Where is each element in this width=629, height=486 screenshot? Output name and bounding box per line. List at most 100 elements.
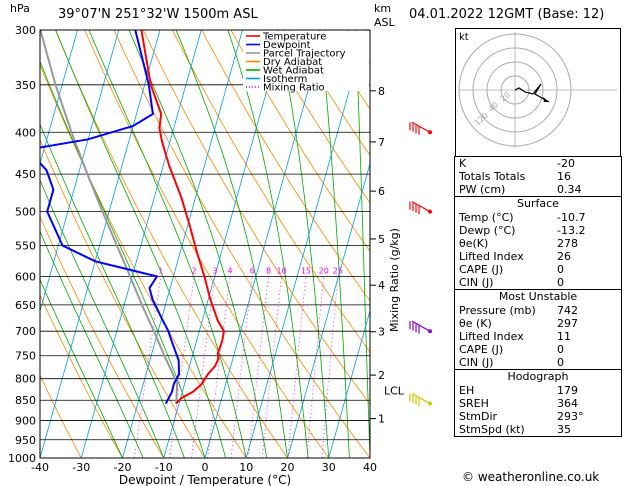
index-value: 0: [557, 263, 564, 276]
index-value: 0: [557, 276, 564, 289]
index-row: StmSpd (kt) 35: [455, 423, 621, 436]
index-value: 16: [557, 170, 571, 183]
isotherm-line: [80, 30, 202, 458]
pressure-tick-label: 300: [15, 24, 36, 37]
pressure-tick-label: 550: [15, 239, 36, 252]
temperature-tick-label: -30: [72, 461, 90, 474]
plot-frame: [39, 29, 371, 459]
legend-label: Temperature: [262, 32, 326, 43]
mixing-ratio-line: [207, 276, 231, 458]
km-unit-label: km: [374, 2, 392, 15]
temperature-tick-label: -40: [31, 461, 49, 474]
wind-barb: [409, 320, 432, 334]
km-tick-label: 5: [378, 233, 385, 246]
hpa-unit-label: hPa: [10, 2, 30, 15]
asl-unit-label: ASL: [374, 16, 395, 29]
dry-adiabat-line: [289, 30, 370, 157]
dry-adiabat-line: [113, 30, 370, 458]
pressure-tick-label: 800: [15, 373, 36, 386]
isotherm-line: [122, 30, 243, 458]
index-row: K -20: [455, 157, 621, 170]
parcel-trajectory-line: [40, 30, 179, 404]
pressure-tick-label: 950: [15, 434, 36, 447]
temperature-tick-label: 40: [363, 461, 377, 474]
legend-label: Isotherm: [263, 74, 307, 85]
km-tick-label: 2: [378, 369, 385, 382]
index-label: CIN (J): [459, 276, 494, 289]
temperature-tick-label: 20: [281, 461, 295, 474]
legend-background: [243, 31, 369, 91]
index-value: 26: [557, 250, 571, 263]
index-label: StmSpd (kt): [459, 423, 525, 436]
mixing-ratio-label: 20: [319, 266, 329, 275]
index-label: Lifted Index: [459, 330, 524, 343]
pressure-tick-label: 650: [15, 299, 36, 312]
index-row: CIN (J) 0: [455, 356, 621, 369]
legend-label: Dry Adiabat: [263, 57, 322, 68]
isotherm-line: [245, 30, 367, 458]
wind-barb-staff: [411, 320, 431, 332]
index-value: 278: [557, 237, 578, 250]
index-value: -20: [557, 157, 575, 170]
isotherm-line: [40, 30, 161, 458]
x-axis-label: Dewpoint / Temperature (°C): [119, 473, 291, 486]
mixing-ratio-line: [169, 276, 195, 458]
km-tick-label: 6: [378, 185, 385, 198]
index-row: Temp (°C) -10.7: [455, 211, 621, 224]
wind-barb: [409, 201, 432, 215]
wind-barb-staff: [411, 201, 431, 213]
wet-adiabat-line: [175, 30, 288, 458]
km-tick-label: 3: [378, 326, 385, 339]
wind-barb-station: [428, 209, 432, 214]
isotherm-line: [204, 30, 326, 458]
pressure-tick-label: 900: [15, 415, 36, 428]
stability-indices-table: K -20 Totals Totals 16 PW (cm) 0.34 Surface T…: [454, 156, 622, 437]
mixing-ratio-line: [287, 276, 307, 458]
wind-barb: [409, 121, 432, 135]
station-location-title: 39°07'N 251°32'W 1500m ASL: [58, 7, 258, 22]
hodograph-section-title: Hodograph: [455, 369, 621, 384]
pressure-tick-label: 400: [15, 126, 36, 139]
temperature-tick-label: -20: [114, 461, 132, 474]
wet-adiabat-line: [319, 30, 350, 458]
index-row: Lifted Index 26: [455, 250, 621, 263]
hodograph-storm-motion-arrow: [543, 97, 549, 102]
pressure-tick-label: 450: [15, 168, 36, 181]
index-label: CAPE (J): [459, 343, 504, 356]
dry-adiabat-line: [230, 30, 370, 253]
pressure-tick-label: 850: [15, 394, 36, 407]
wet-adiabat-line: [277, 30, 330, 458]
legend-label: Wet Adiabat: [263, 66, 324, 77]
index-row: θe(K) 278: [455, 237, 621, 250]
index-row: CIN (J) 0: [455, 276, 621, 289]
mixing-ratio-line: [191, 276, 216, 458]
index-row: SREH 364: [455, 397, 621, 410]
index-value: 0.34: [557, 183, 582, 196]
index-label: Totals Totals: [459, 170, 526, 183]
mixing-ratio-line: [230, 276, 253, 458]
index-label: Pressure (mb): [459, 304, 536, 317]
index-row: Totals Totals 16: [455, 170, 621, 183]
index-label: θe(K): [459, 237, 489, 250]
index-label: CAPE (J): [459, 263, 504, 276]
index-row: PW (cm) 0.34: [455, 183, 621, 196]
km-tick-label: 7: [378, 136, 385, 149]
copyright-footer: © weatheronline.co.uk: [462, 470, 600, 484]
wind-barb-station: [428, 130, 432, 135]
lcl-label: LCL: [384, 385, 405, 398]
index-value: -13.2: [557, 224, 586, 237]
mixing-ratio-line: [321, 276, 339, 458]
forecast-datetime: 04.01.2022 12GMT (Base: 12): [409, 7, 605, 22]
mixing-ratio-line: [248, 276, 269, 458]
index-label: CIN (J): [459, 356, 494, 369]
index-row: CAPE (J) 0: [455, 343, 621, 356]
index-label: SREH: [459, 397, 489, 410]
index-value: 11: [557, 330, 571, 343]
index-value: 297: [557, 317, 578, 330]
mixing-ratio-label: 6: [250, 266, 255, 275]
pressure-tick-label: 750: [15, 350, 36, 363]
index-label: K: [459, 157, 467, 170]
index-label: PW (cm): [459, 183, 506, 196]
